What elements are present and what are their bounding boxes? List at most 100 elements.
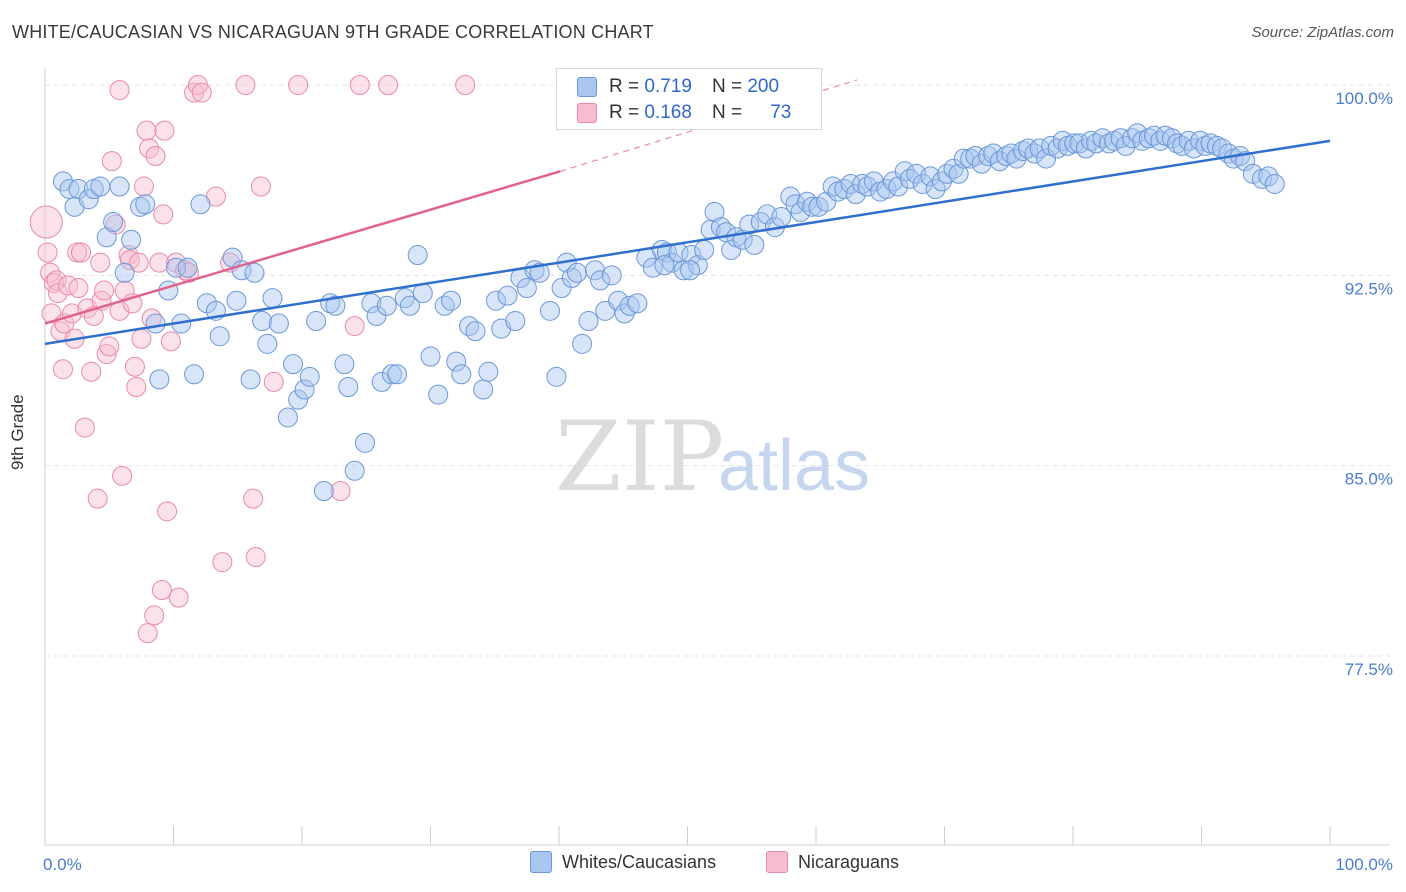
whites-point-132	[888, 176, 909, 197]
nicaraguans-point-8	[52, 359, 73, 380]
whites-point-30	[252, 311, 273, 332]
whites-point-4	[78, 189, 99, 210]
whites-point-50	[376, 295, 397, 316]
nicaraguans-point-45	[160, 331, 181, 352]
nicaraguans-point-24	[99, 336, 120, 357]
nicaraguans-point-66	[455, 75, 476, 95]
whites-point-69	[497, 285, 518, 306]
legend-item-whites[interactable]: Whites/Caucasians	[530, 851, 716, 873]
nicaraguans-point-22	[94, 280, 115, 301]
whites-point-42	[325, 295, 346, 316]
whites-point-36	[288, 389, 309, 410]
whites-point-8	[103, 212, 124, 233]
legend-label-whites: Whites/Caucasians	[562, 851, 717, 872]
nicaraguans-point-58	[245, 547, 266, 568]
series-legend: Whites/Caucasians Nicaraguans	[0, 851, 1406, 879]
whites-point-142	[948, 163, 969, 184]
whites-n-label: N =	[711, 76, 743, 97]
watermark: ZIP atlas	[555, 401, 870, 513]
whites-point-38	[299, 366, 320, 387]
whites-point-62	[451, 364, 472, 385]
x-tick-label-0: 0.0%	[43, 855, 82, 874]
stats-row-whites: R = 0.719 N = 200	[577, 75, 779, 99]
whites-point-137	[920, 166, 941, 187]
nicaraguans-point-72	[144, 605, 165, 626]
nicaraguans-point-71	[137, 623, 158, 644]
whites-point-66	[478, 361, 499, 382]
whites-point-7	[96, 227, 117, 248]
whites-point-70	[505, 311, 526, 332]
nicaraguans-point-37	[136, 120, 157, 141]
nicaraguans-point-63	[344, 316, 365, 337]
nicaraguans-point-15	[70, 242, 91, 263]
whites-point-86	[601, 265, 622, 286]
whites-point-89	[619, 295, 640, 316]
legend-label-nicaraguans: Nicaraguans	[798, 851, 900, 872]
whites-point-24	[209, 326, 230, 347]
whites-trend-line	[44, 139, 1331, 346]
nicaraguans-n-value: 73	[770, 102, 792, 123]
whites-point-13	[135, 194, 156, 215]
whites-point-12	[130, 196, 151, 217]
nicaraguans-point-1	[37, 242, 58, 263]
whites-point-65	[473, 379, 494, 400]
whites-point-55	[407, 245, 428, 266]
nicaraguans-point-64	[349, 75, 370, 95]
whites-point-144	[960, 148, 981, 169]
whites-point-98	[681, 245, 702, 266]
whites-point-37	[294, 379, 315, 400]
whites-point-94	[656, 242, 677, 263]
nicaraguans-swatch	[577, 103, 597, 123]
y-tick-label-3: 100.0%	[1335, 89, 1393, 108]
whites-point-17	[166, 257, 187, 278]
whites-point-72	[516, 278, 537, 299]
nicaraguans-point-52	[191, 82, 212, 103]
whites-point-15	[149, 369, 170, 390]
whites-point-82	[578, 311, 599, 332]
nicaraguans-point-33	[126, 376, 147, 397]
chart-title: WHITE/CAUCASIAN VS NICARAGUAN 9TH GRADE …	[12, 22, 654, 42]
whites-point-9	[109, 176, 130, 197]
whites-point-87	[608, 290, 629, 311]
nicaraguans-point-67	[109, 80, 130, 101]
stats-legend: R = 0.719 N = 200 R = 0.168 N = 73	[556, 68, 822, 130]
whites-point-105	[721, 239, 742, 260]
nicaraguans-r-label: R =	[609, 102, 640, 123]
nicaraguans-point-42	[151, 580, 172, 601]
whites-point-83	[584, 260, 605, 281]
whites-point-58	[428, 384, 449, 405]
nicaraguans-point-28	[112, 465, 133, 486]
whites-point-28	[240, 369, 261, 390]
chart-source[interactable]: Source: ZipAtlas.com	[1251, 24, 1394, 41]
nicaraguans-point-40	[145, 146, 166, 167]
whites-point-47	[361, 293, 382, 314]
legend-item-nicaraguans[interactable]: Nicaraguans	[766, 851, 899, 873]
whites-point-124	[840, 173, 861, 194]
whites-n-value: 200	[747, 76, 780, 97]
whites-point-157	[1036, 148, 1057, 169]
nicaraguans-point-34	[128, 252, 149, 273]
whites-point-46	[354, 432, 375, 453]
whites-point-45	[344, 460, 365, 481]
whites-point-102	[704, 201, 725, 222]
whites-point-35	[283, 354, 304, 375]
nicaraguans-point-0	[29, 205, 63, 239]
whites-point-48	[366, 305, 387, 326]
nicaraguans-n-label: N =	[711, 102, 743, 123]
nicaraguans-point-16	[74, 417, 95, 438]
nicaraguans-point-57	[243, 488, 264, 509]
whites-point-109	[744, 234, 765, 255]
whites-point-76	[546, 366, 567, 387]
axes	[44, 68, 1390, 846]
whites-point-125	[845, 184, 866, 205]
whites-point-31	[257, 333, 278, 354]
whites-point-43	[334, 354, 355, 375]
whites-point-3	[68, 179, 89, 200]
nicaraguans-trend-line	[44, 170, 561, 325]
y-tick-label-0: 77.5%	[1345, 660, 1393, 679]
whites-point-74	[529, 262, 550, 283]
grid-lines	[45, 84, 1390, 657]
nicaraguans-point-65	[378, 75, 399, 95]
whites-point-19	[177, 257, 198, 278]
